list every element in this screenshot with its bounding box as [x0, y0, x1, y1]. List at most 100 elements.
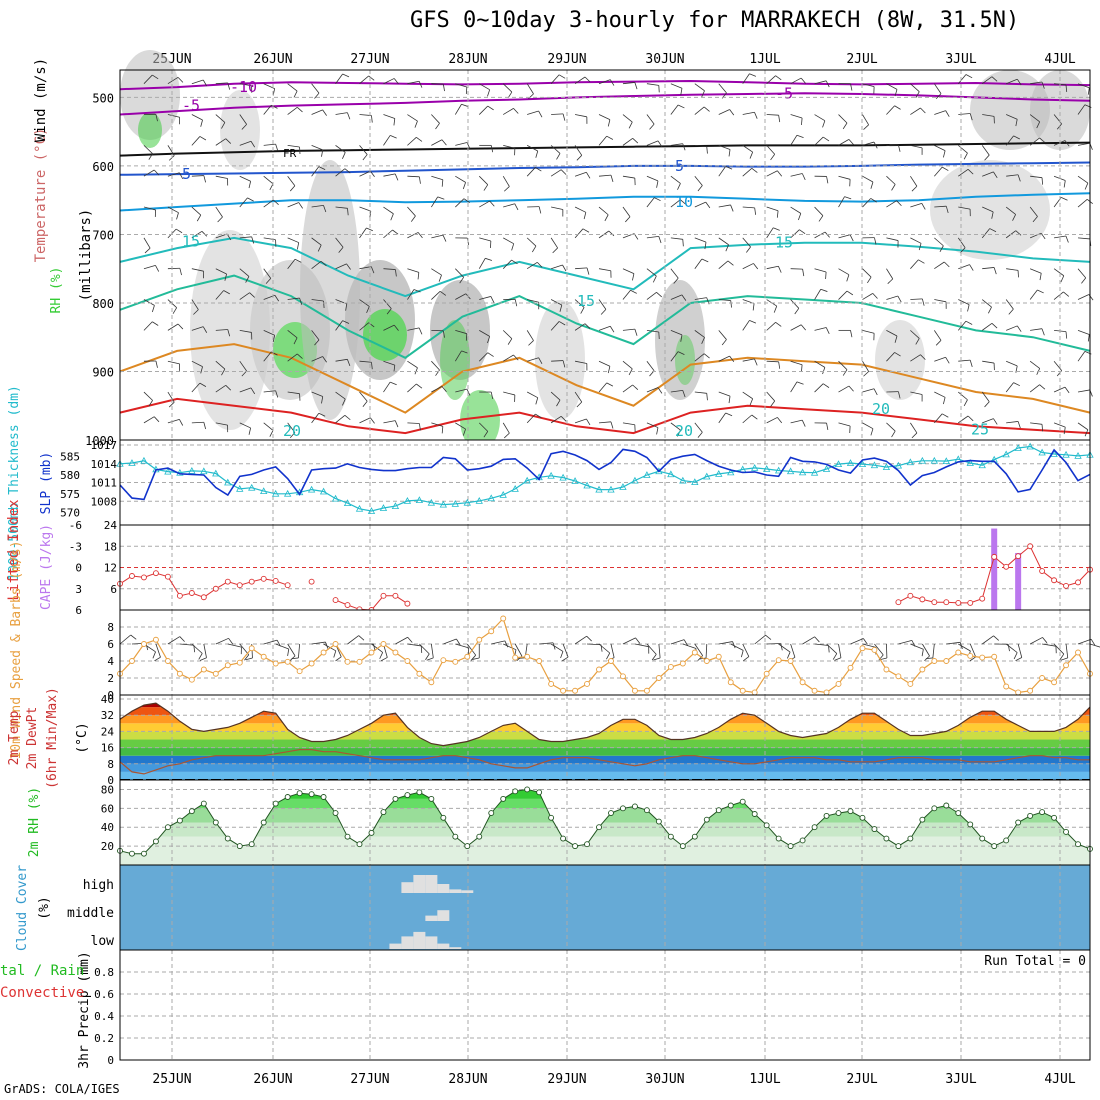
wind10-barb-30: [472, 644, 480, 660]
upper-wind-barb-378-flag: [887, 278, 894, 285]
upper-wind-barb-218: [574, 145, 583, 161]
upper-wind-barb-206-flag: [556, 153, 561, 160]
wind10-speed-line-point-11: [248, 645, 255, 652]
top-date-label-5: 30JUN: [645, 52, 684, 67]
upper-wind-barb-443-staff: [1006, 421, 1019, 424]
upper-wind-barb-467-staff: [1053, 422, 1066, 428]
upper-wind-barb-108-staff: [359, 75, 369, 85]
upper-wind-barb-270-staff: [670, 268, 679, 279]
upper-wind-barb-320-staff: [766, 322, 776, 331]
upper-wind-barb-294-staff: [718, 260, 729, 270]
upper-wind-barb-102-flag: [346, 263, 351, 270]
upper-wind-barb-121-flag: [393, 118, 396, 126]
upper-wind-barb-174-staff: [478, 258, 486, 269]
upper-wind-barb-309-staff: [742, 358, 755, 362]
thickness-line-point-32: [499, 491, 507, 498]
upper-wind-barb-145: [431, 114, 440, 130]
upper-wind-barb-154-staff: [431, 386, 443, 393]
upper-wind-barb-214-flag: [556, 399, 561, 407]
upper-wind-barb-5-staff: [143, 237, 151, 249]
upper-wind-barb-105: [335, 358, 351, 367]
upper-wind-barb-422-staff: [981, 145, 990, 156]
upper-wind-barb-285: [694, 353, 710, 362]
wind10-speed-line-point-49: [703, 658, 710, 664]
upper-wind-barb-263: [646, 422, 659, 435]
upper-wind-barb-462: [1053, 268, 1065, 283]
upper-wind-barb-265-staff: [670, 104, 679, 115]
thickness-line-point-9: [224, 478, 232, 486]
rh2m-line-point-10: [236, 843, 243, 850]
upper-wind-barb-230: [598, 135, 614, 146]
upper-wind-barb-207-staff: [550, 169, 562, 177]
upper-wind-barb-66-flag: [265, 278, 272, 284]
upper-wind-barb-333-flag: [801, 364, 803, 372]
upper-wind-barb-221: [574, 228, 590, 239]
upper-wind-barb-311-staff: [742, 414, 753, 424]
upper-wind-barb-257: [646, 236, 662, 244]
rh2m-line-point-8: [212, 819, 219, 826]
upper-wind-barb-208-staff: [551, 206, 563, 210]
upper-wind-barb-289-flag: [729, 109, 735, 116]
upper-wind-barb-53-flag: [251, 236, 255, 244]
upper-wind-barb-354-flag: [846, 274, 850, 282]
upper-wind-barb-118-staff: [359, 391, 368, 402]
lifted-index-line-point-67: [919, 596, 926, 603]
rh2m-line-point-52: [739, 798, 746, 805]
wind10-speed-line-point-44: [643, 687, 650, 694]
upper-wind-barb-246-flag: [632, 273, 635, 281]
upper-wind-barb-43-flag: [223, 290, 230, 295]
upper-wind-barb-420-flag: [991, 76, 998, 82]
upper-wind-barb-249: [622, 360, 633, 376]
wind10-barb-4-flag: [179, 636, 185, 642]
upper-wind-barb-471-flag: [1084, 182, 1089, 190]
upper-wind-barb-252-staff: [646, 83, 659, 86]
wind10-speed-line: [119, 617, 1091, 694]
thickness-line-point-1: [128, 459, 136, 466]
wind10-barb-61: [850, 638, 868, 645]
wind10-speed-line-point-6: [188, 676, 195, 683]
upper-wind-barb-301-flag: [754, 112, 758, 119]
wind10-speed-line-point-54: [763, 670, 770, 677]
wind10-barb-77: [1042, 643, 1057, 654]
upper-wind-barb-350-staff: [838, 139, 850, 146]
upper-wind-barb-390-staff: [910, 259, 919, 269]
upper-wind-barb-295-flag: [730, 300, 732, 308]
upper-wind-barb-454-flag: [1039, 384, 1046, 390]
upper-wind-barb-442-flag: [1013, 382, 1021, 387]
upper-wind-barb-243: [622, 175, 636, 186]
upper-wind-barb-342-staff: [814, 268, 827, 273]
rh2m-line-point-3: [152, 838, 159, 845]
upper-temp-legend: Temperature (°C): [33, 128, 49, 263]
upper-wind-barb-300-staff: [742, 73, 750, 84]
lifted-index-line-point-24: [404, 600, 411, 607]
dewpt-line: [119, 749, 1090, 775]
rh2m-line-point-79: [1063, 828, 1069, 835]
upper-wind-barb-357-staff: [838, 360, 848, 370]
rh2m-line-point-80: [1075, 841, 1081, 848]
upper-wind-barb-98-flag: [342, 152, 346, 159]
temp-tick-5: 40: [101, 693, 114, 706]
wind10-barb-53-staff: [754, 634, 766, 645]
upper-wind-barb-234-staff: [598, 268, 611, 272]
upper-wind-barb-350: [838, 139, 854, 146]
wind-ylabel: 10m Wind Speed & Barbs (m/s): [9, 540, 24, 759]
upper-wind-barb-7: [143, 299, 155, 313]
upper-wind-barb-120-staff: [383, 78, 395, 85]
wind10-speed-line-point-60: [835, 681, 842, 687]
upper-wind-barb-436-flag: [1012, 214, 1016, 221]
upper-wind-barb-271-flag: [681, 294, 687, 301]
wind10-barb-44: [646, 643, 657, 661]
upper-wind-barb-144-flag: [442, 84, 445, 92]
upper-wind-barb-89-flag: [317, 244, 322, 252]
upper-wind-barb-149-flag: [442, 235, 447, 242]
upper-wind-barb-286: [694, 391, 708, 401]
rh2m-line-point-68: [931, 805, 938, 812]
upper-wind-barb-2: [143, 145, 153, 160]
wind10-barb-44-staff: [646, 643, 657, 655]
wind10-barb-7-staff: [203, 643, 207, 658]
upper-wind-barb-340-flag: [818, 215, 824, 222]
upper-wind-barb-199: [527, 299, 540, 310]
upper-wind-barb-426: [982, 267, 997, 275]
upper-wind-barb-118: [359, 391, 368, 407]
rh2m-line-point-39: [584, 841, 590, 848]
